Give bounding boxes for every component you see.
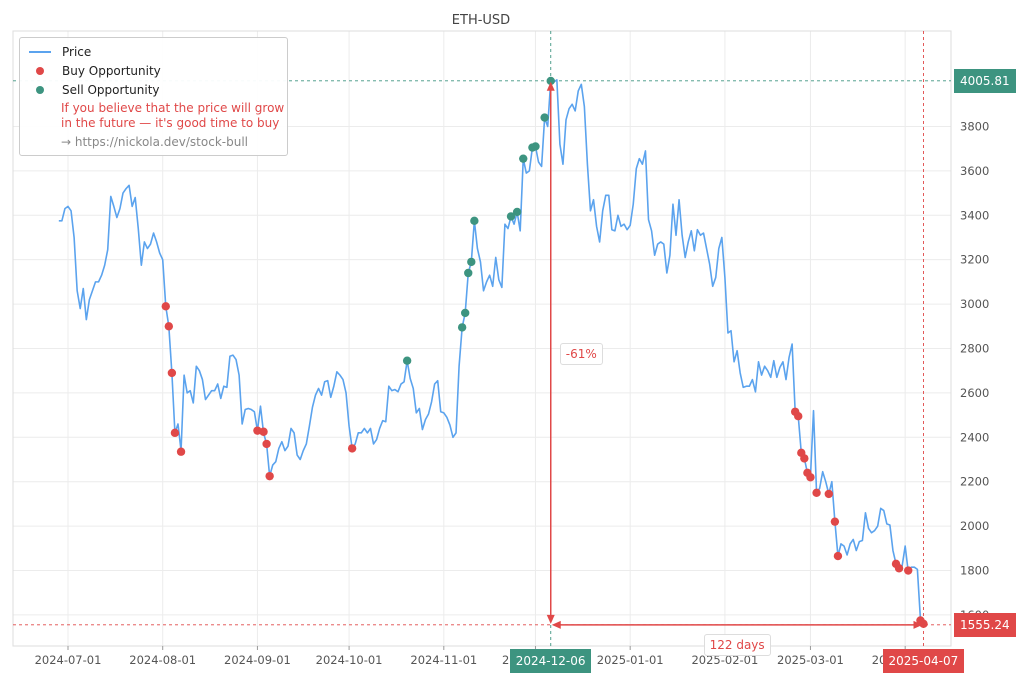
sell-marker (531, 142, 540, 151)
y-tick-label: 2600 (960, 386, 989, 400)
last-price-badge: 1555.24 (954, 612, 1016, 637)
x-tick-label: 2024-11-01 (410, 653, 477, 667)
y-tick-label: 2200 (960, 475, 989, 489)
sell-marker (457, 323, 467, 332)
buy-marker (161, 302, 170, 311)
y-tick-label: 3200 (960, 253, 989, 267)
buy-marker (167, 368, 177, 378)
buy-marker (794, 412, 803, 421)
buy-marker (164, 322, 174, 331)
x-tick-label: 2025-03-01 (777, 653, 844, 667)
drop-arrow-head-bottom (546, 614, 555, 624)
legend-entry-price: Price (28, 44, 91, 60)
buy-marker (262, 439, 271, 449)
sell-marker (540, 113, 549, 122)
chart-title: ETH-USD (452, 13, 510, 28)
legend-link[interactable]: → https://nickola.dev/stock-bull (61, 135, 248, 149)
buy-marker (830, 517, 840, 526)
drop-arrow-head-top (546, 81, 555, 91)
buy-marker (800, 454, 809, 463)
legend-label-sell: Sell Opportunity (62, 83, 160, 97)
x-tick-label: 2024-08-01 (129, 653, 196, 667)
marker-layer (161, 76, 928, 628)
legend-label-buy: Buy Opportunity (62, 64, 161, 78)
last-date-badge: 2025-04-07 (882, 649, 965, 673)
legend-line-swatch (29, 51, 51, 53)
buy-marker (170, 428, 180, 438)
legend-entry-sell: Sell Opportunity (28, 82, 160, 98)
sell-marker (470, 216, 479, 226)
legend-note-line-1: If you believe that the price will grow (61, 101, 285, 115)
y-tick-label: 2000 (960, 519, 989, 533)
x-axis-ticks: 2024-07-01 2024-08-01 2024-09-01 2024-10-01… (35, 646, 939, 667)
y-axis-ticks: 1600180020002200240026002800300032003400… (960, 119, 989, 621)
sell-marker (512, 207, 522, 217)
legend: Price Buy Opportunity Sell Opportunity I… (19, 37, 288, 156)
buy-marker (904, 566, 913, 575)
legend-buy-dot (36, 67, 44, 75)
y-tick-label: 2400 (960, 430, 989, 444)
duration-arrow-head-left (551, 620, 561, 629)
plot-frame (12, 30, 952, 647)
x-tick-label: 2024-10-01 (316, 653, 383, 667)
buy-marker (812, 488, 821, 498)
sell-marker (467, 257, 476, 267)
sell-marker (402, 356, 412, 365)
buy-marker (894, 564, 904, 573)
legend-label-price: Price (62, 45, 92, 59)
legend-note: If you believe that the price will grow … (61, 101, 284, 131)
sell-marker (506, 212, 516, 221)
peak-date-badge: 2024-12-06 (509, 649, 592, 673)
y-tick-label: 3000 (960, 297, 989, 311)
peak-price-badge: 4005.81 (954, 68, 1016, 93)
x-tick-label: 2025-02-01 (691, 653, 758, 667)
series-price-line (58, 79, 925, 626)
legend-note-line-2: in the future — it's good time to buy (61, 116, 280, 130)
x-tick-label: 2025-01-01 (597, 653, 664, 667)
buy-marker (919, 619, 928, 628)
y-tick-label: 2800 (960, 341, 989, 355)
buy-marker (176, 447, 186, 456)
buy-marker (265, 471, 274, 481)
change-percent-label: -61% (559, 342, 603, 365)
y-tick-label: 3400 (960, 208, 989, 222)
sell-marker (460, 308, 470, 318)
legend-sell-dot (36, 86, 44, 94)
arrow-layer (546, 81, 923, 629)
y-tick-label: 3800 (960, 119, 989, 133)
x-tick-label: 2024-09-01 (224, 653, 291, 667)
buy-marker (806, 473, 815, 482)
duration-arrow-head-right (913, 620, 923, 629)
buy-marker (259, 427, 268, 436)
sell-marker (546, 76, 555, 86)
y-tick-label: 1800 (960, 564, 989, 578)
buy-marker (833, 551, 843, 561)
duration-label: 122 days (703, 633, 771, 656)
legend-entry-buy: Buy Opportunity (28, 63, 161, 79)
sell-marker (464, 268, 473, 278)
y-tick-label: 3600 (960, 164, 989, 178)
sell-marker (519, 154, 528, 163)
buy-marker (824, 489, 833, 499)
x-tick-label: 2024-07-01 (35, 653, 102, 667)
buy-marker (347, 444, 357, 453)
